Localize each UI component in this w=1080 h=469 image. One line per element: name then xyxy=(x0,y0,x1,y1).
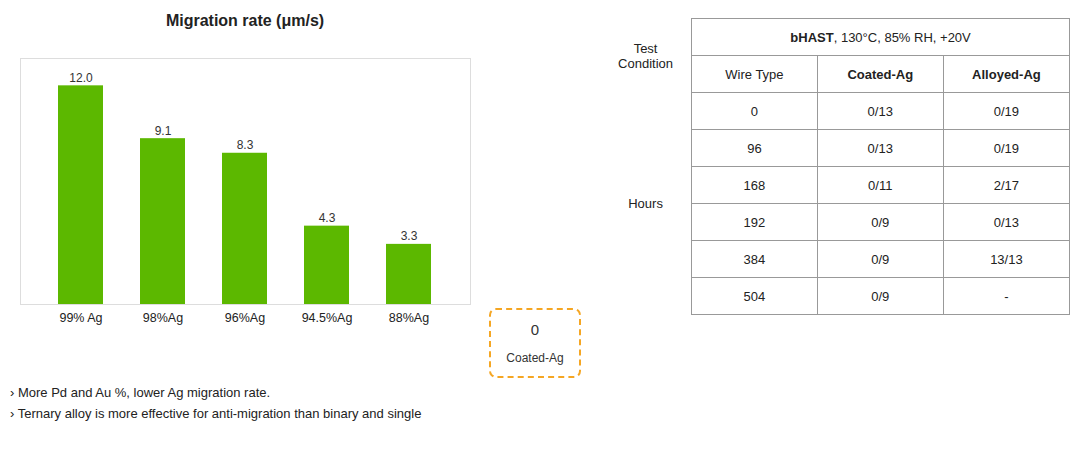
html-text:0/13: 0/13 xyxy=(867,103,893,119)
html-text:Alloyed-Ag: Alloyed-Ag xyxy=(972,66,1041,82)
html-text:Coated-Ag: Coated-Ag xyxy=(506,351,564,366)
html-text:0: 0 xyxy=(530,320,540,338)
html-text:0/9: 0/9 xyxy=(871,214,890,230)
svg-text:9.1: 9.1 xyxy=(155,124,172,138)
html-text:0/19: 0/19 xyxy=(993,103,1020,119)
svg-text:96%Ag: 96%Ag xyxy=(225,311,265,325)
html-text:96: 96 xyxy=(747,140,762,156)
html-text:504: 504 xyxy=(743,288,766,304)
html-text:0: 0 xyxy=(750,103,758,119)
svg-text:4.3: 4.3 xyxy=(319,211,336,225)
svg-text:94.5%Ag: 94.5%Ag xyxy=(302,311,353,325)
html-text:192: 192 xyxy=(743,214,766,230)
html-text:168: 168 xyxy=(743,177,766,193)
html-text:2/17: 2/17 xyxy=(993,177,1020,193)
html-text:Test Condition: Test Condition xyxy=(618,40,673,71)
html-text:bHAST, 130°C, 85% RH, +20V: bHAST, 130°C, 85% RH, +20V xyxy=(790,29,971,45)
svg-text:98%Ag: 98%Ag xyxy=(143,311,183,325)
html-text:384: 384 xyxy=(743,251,766,267)
html-text:Coated-Ag: Coated-Ag xyxy=(847,66,914,82)
html-text:› Ternary alloy is more effect: › Ternary alloy is more effective for an… xyxy=(10,406,422,421)
html-text:Hours: Hours xyxy=(628,196,663,211)
html-text:0/13: 0/13 xyxy=(867,140,893,156)
html-text:13/13: 13/13 xyxy=(990,251,1023,267)
html-text:› More Pd and Au %, lower Ag m: › More Pd and Au %, lower Ag migration r… xyxy=(10,385,271,400)
html-text:0/9: 0/9 xyxy=(871,288,890,304)
html-text:0/11: 0/11 xyxy=(868,177,893,193)
html-text:0/9: 0/9 xyxy=(871,251,890,267)
svg-text:8.3: 8.3 xyxy=(237,138,254,152)
svg-text:3.3: 3.3 xyxy=(401,229,418,243)
svg-text:12.0: 12.0 xyxy=(69,71,93,85)
html-text:Wire Type: Wire Type xyxy=(725,66,784,82)
html-text:Migration rate (μm/s): Migration rate (μm/s) xyxy=(165,12,325,29)
svg-text:99% Ag: 99% Ag xyxy=(59,311,102,325)
svg-text:88%Ag: 88%Ag xyxy=(389,311,429,325)
html-text:0/19: 0/19 xyxy=(993,140,1020,156)
html-text:0/13: 0/13 xyxy=(993,214,1020,230)
